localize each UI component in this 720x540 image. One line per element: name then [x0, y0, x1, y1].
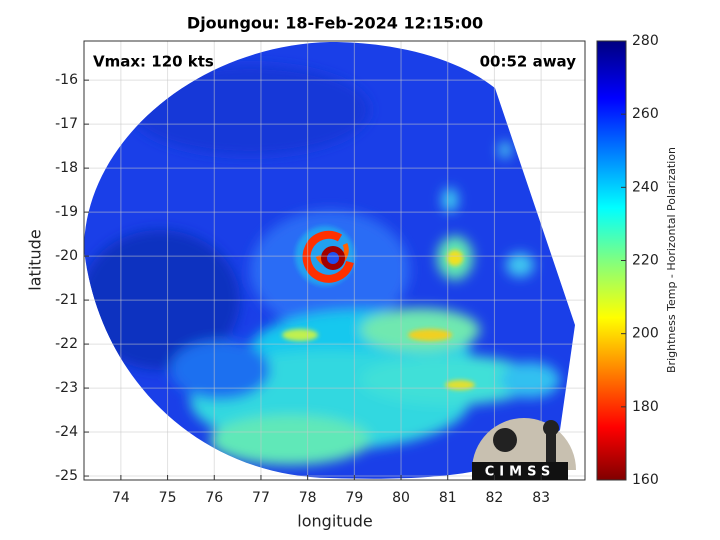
y-axis-label: latitude: [26, 229, 45, 290]
y-tick-label: -23: [55, 380, 78, 396]
plot-frame: [83, 40, 586, 481]
colorbar-label: Brightness Temp - Horizontal Polarizatio…: [665, 147, 678, 373]
x-tick-label: 83: [532, 490, 550, 506]
colorbar-tick-label: 240: [632, 179, 659, 195]
x-tick-label: 75: [159, 490, 177, 506]
colorbar-tick-label: 200: [632, 326, 659, 342]
colorbar-tick-label: 280: [632, 33, 659, 49]
x-tick-label: 80: [392, 490, 410, 506]
x-tick-label: 76: [205, 490, 223, 506]
logo: CIMSS: [472, 418, 576, 480]
x-axis-label: longitude: [297, 512, 372, 531]
y-tick-label: -18: [55, 160, 78, 176]
y-tick-label: -16: [55, 72, 78, 88]
y-tick-label: -22: [55, 336, 78, 352]
colorbar-tick-label: 180: [632, 399, 659, 415]
x-tick-label: 74: [112, 490, 130, 506]
colorbar-tick-label: 260: [632, 106, 659, 122]
x-tick-label: 78: [299, 490, 317, 506]
swath-image: [84, 42, 575, 479]
y-tick-label: -20: [55, 248, 78, 264]
y-tick-label: -25: [55, 468, 78, 484]
y-tick-label: -17: [55, 116, 78, 132]
x-tick-label: 82: [486, 490, 504, 506]
y-tick-label: -24: [55, 424, 78, 440]
logo-text: CIMSS: [485, 465, 555, 480]
annotation: 00:52 away: [480, 53, 577, 71]
x-tick-label: 81: [439, 490, 457, 506]
annotation: Vmax: 120 kts: [93, 53, 214, 71]
y-tick-label: -21: [55, 292, 78, 308]
y-tick-label: -19: [55, 204, 78, 220]
colorbar-tick-label: 160: [632, 472, 659, 488]
chart-title: Djoungou: 18-Feb-2024 12:15:00: [187, 14, 483, 33]
x-tick-label: 79: [345, 490, 363, 506]
x-tick-label: 77: [252, 490, 270, 506]
colorbar-tick-label: 220: [632, 253, 659, 269]
